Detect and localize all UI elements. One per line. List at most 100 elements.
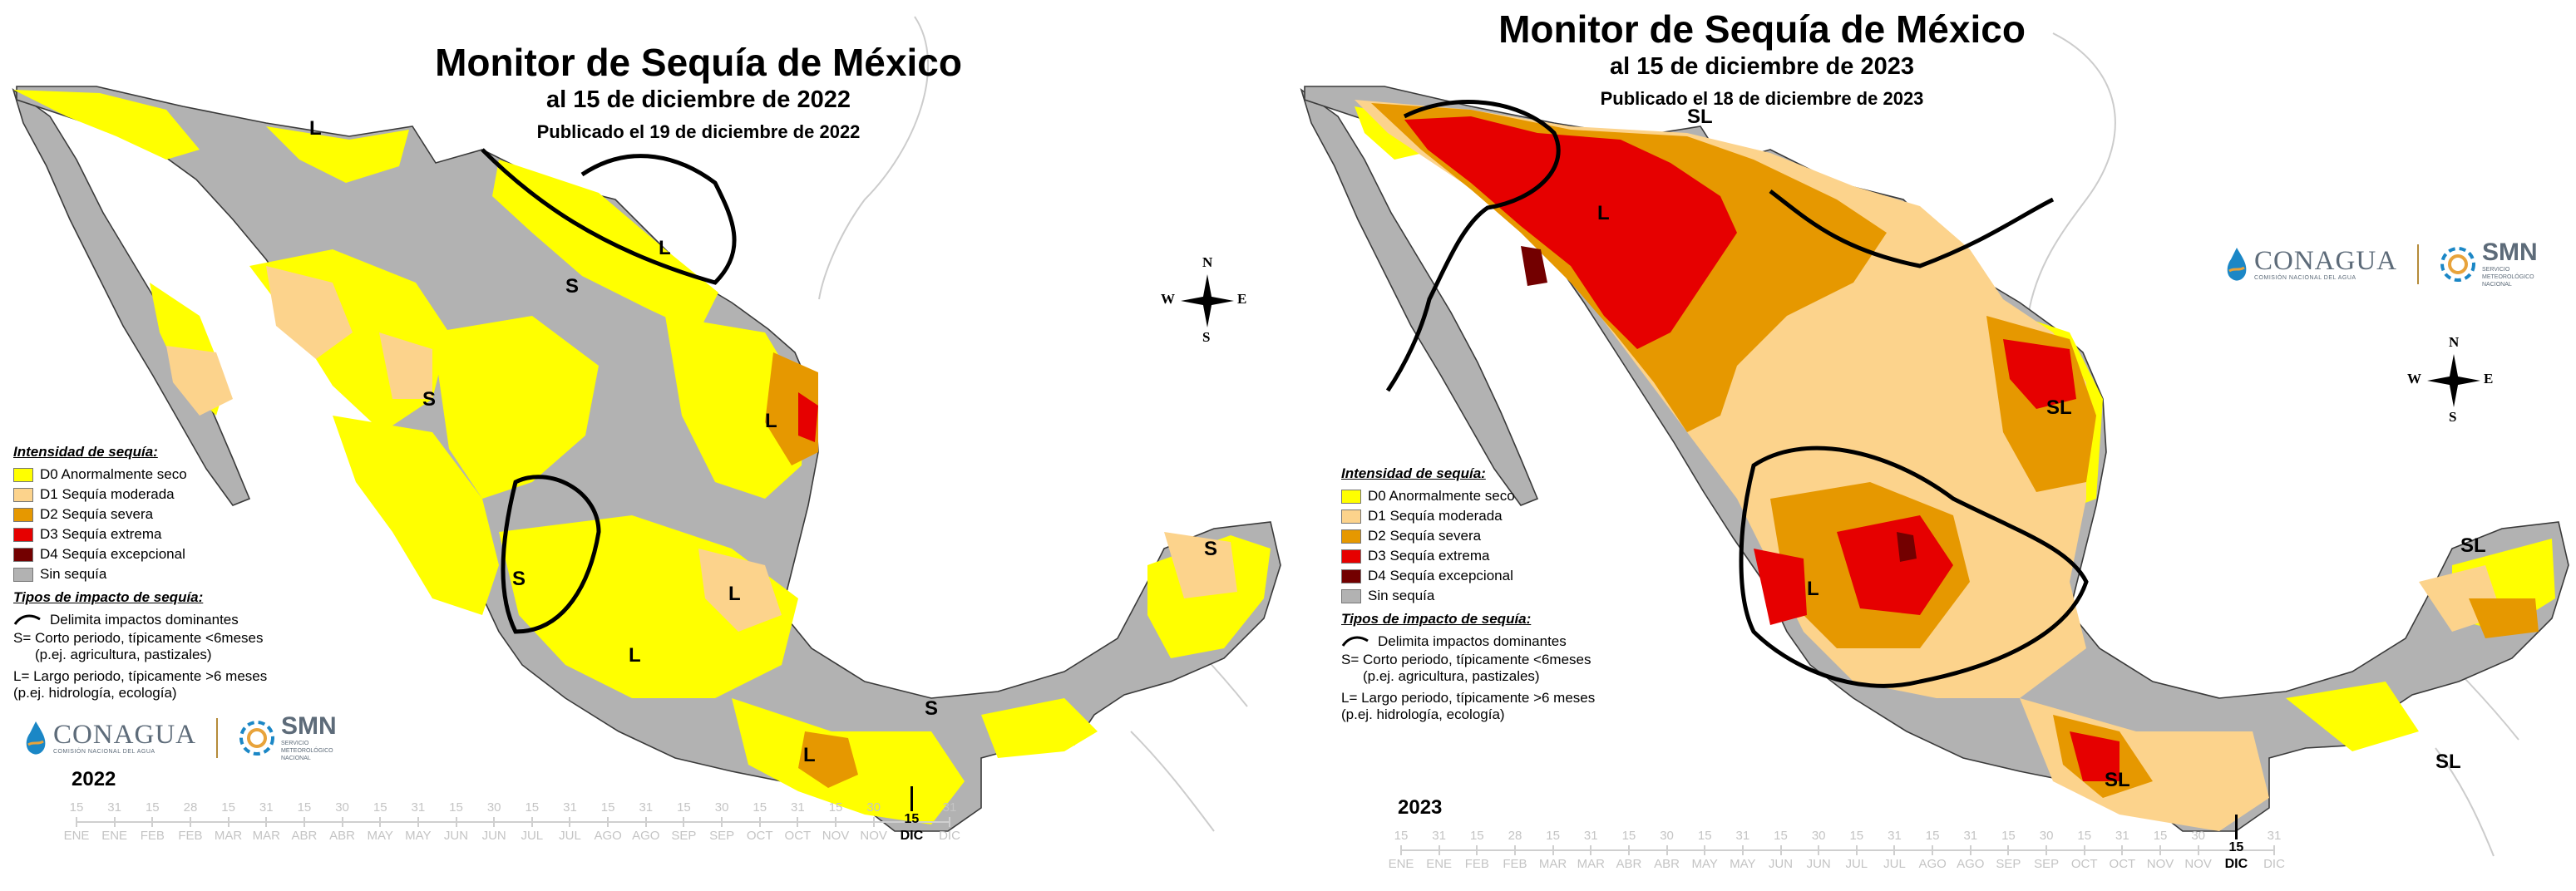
impact-label: L: [629, 644, 641, 667]
timeline-tick-month: AGO: [632, 829, 660, 843]
smn-spiral-icon: [2440, 246, 2475, 282]
legend-item-none: Sin sequía: [1341, 586, 1690, 606]
timeline-tick-mark: [341, 817, 343, 827]
timeline-tick-mark: [417, 817, 419, 827]
timeline-tick-day: 15: [1774, 829, 1788, 843]
timeline-tick-mark: [1476, 845, 1478, 855]
timeline-tick-month: MAY: [405, 829, 432, 843]
impact-label: SL: [2046, 396, 2072, 419]
timeline-tick: 31 ENE: [1423, 828, 1456, 873]
timeline-tick: 30 JUN: [1802, 828, 1835, 873]
smn-spiral-icon: [239, 720, 274, 756]
impact-line-icon: [1341, 636, 1369, 647]
timeline-tick-month: MAY: [367, 829, 393, 843]
d0-zone: [333, 416, 499, 615]
timeline-tick: 15 OCT: [2068, 828, 2101, 873]
legend-swatch: [13, 547, 33, 562]
conagua-drop-icon: [2227, 247, 2247, 281]
timeline-tick: 15 JUN: [1764, 828, 1798, 873]
timeline-tick-mark: [569, 817, 571, 827]
d0-zone: [266, 126, 409, 183]
timeline-tick-day: 31: [107, 800, 121, 815]
d3-zone: [1837, 515, 1953, 615]
timeline-tick: 15 MAY: [1688, 828, 1721, 873]
d3-zone: [1404, 116, 1737, 349]
timeline-tick-month: JUL: [1883, 857, 1906, 871]
impact-line-icon: [13, 614, 41, 625]
timeline-tick-mark: [2007, 845, 2010, 855]
timeline-tick-month: SEP: [709, 829, 735, 843]
timeline-tick-day: 31: [411, 800, 426, 815]
timeline-tick: 15 JUL: [1840, 828, 1873, 873]
timeline-tick-month: OCT: [746, 829, 773, 843]
timeline-tick-day: 15: [828, 800, 843, 815]
d1-zone: [1164, 532, 1237, 598]
impact-label: S: [1204, 538, 1217, 560]
legend-swatch: [1341, 549, 1361, 564]
timeline-tick-day: 31: [1432, 829, 1446, 843]
legend-impact-heading: Tipos de impacto de sequía:: [1341, 611, 1532, 627]
timeline-tick-day: 15: [449, 800, 463, 815]
timeline-tick-day: 30: [1811, 829, 1826, 843]
timeline-tick-mark: [151, 817, 154, 827]
compass-icon: [2427, 354, 2480, 407]
d3-zone: [2070, 731, 2120, 781]
mexico-land-2022: [12, 86, 1281, 832]
impact-boundary-line: [1385, 100, 1561, 392]
timeline-tick-day: 31: [1583, 829, 1598, 843]
compass-s-label: S: [2449, 409, 2457, 425]
timeline-current-bar: [2234, 815, 2238, 839]
compass-n-label: N: [2449, 334, 2460, 350]
d2-zone: [2469, 598, 2539, 638]
timeline-tick: 30 ABR: [1651, 828, 1684, 873]
d1-zone: [379, 332, 432, 399]
legend-swatch: [13, 507, 33, 522]
timeline-current-marker: 15 DIC: [2218, 815, 2254, 873]
d3-zone: [1654, 183, 1714, 266]
legend-swatch: [1341, 489, 1361, 504]
map-title-block: Monitor de Sequía de México al 15 de dic…: [391, 40, 1006, 145]
timeline-tick-mark: [835, 817, 837, 827]
timeline-tick-mark: [1818, 845, 1820, 855]
timeline-axis: [76, 821, 950, 823]
mexico-land-2023: [1300, 86, 2569, 832]
legend-item-d1: D1 Sequía moderada: [13, 485, 363, 505]
compass-icon: [1181, 274, 1234, 327]
timeline-tick-month: OCT: [784, 829, 812, 843]
timeline-tick-month: ABR: [329, 829, 355, 843]
timeline-tick-day: 15: [1621, 829, 1636, 843]
map-year: 2023: [1398, 796, 1443, 819]
timeline-tick-mark: [2273, 845, 2275, 855]
timeline-tick-mark: [2197, 845, 2199, 855]
d0-zone: [13, 90, 200, 160]
impact-label: L: [1807, 578, 1819, 600]
timeline-tick-mark: [949, 817, 950, 827]
timeline-tick-mark: [493, 817, 496, 827]
timeline-tick-mark: [2159, 845, 2162, 855]
timeline-tick-day: 15: [69, 800, 84, 815]
timeline-tick-day: 15: [2001, 829, 2016, 843]
legend-item-d4: D4 Sequía excepcional: [1341, 566, 1690, 586]
timeline-tick-mark: [1741, 845, 1744, 855]
timeline-tick-mark: [379, 817, 382, 827]
legend-item-d0: D0 Anormalmente seco: [13, 465, 363, 485]
compass-w-label: W: [1161, 291, 1175, 307]
map-published-date: Publicado el 19 de diciembre de 2022: [536, 121, 861, 142]
timeline-tick-month: OCT: [2070, 857, 2098, 871]
impact-label: SL: [1687, 106, 1713, 128]
timeline-tick: 15 MAR: [212, 800, 245, 844]
timeline-tick-day: 30: [714, 800, 729, 815]
map-year: 2022: [72, 768, 116, 790]
timeline-tick-day: 30: [335, 800, 349, 815]
legend-item-d1: D1 Sequía moderada: [1341, 506, 1690, 526]
impact-label: L: [1597, 202, 1610, 224]
timeline-tick-month: SEP: [2034, 857, 2060, 871]
impact-label: SL: [2460, 534, 2486, 557]
compass-rose: N S E W: [1161, 254, 1249, 345]
legend-swatch: [13, 487, 33, 502]
map-legend: Intensidad de sequía: D0 Anormalmente se…: [1341, 464, 1690, 723]
impact-boundary-line: [1739, 446, 2089, 688]
timeline-tick-month: ENE: [1388, 857, 1414, 871]
timeline-tick-day: 15: [1925, 829, 1940, 843]
timeline-tick-mark: [683, 817, 685, 827]
